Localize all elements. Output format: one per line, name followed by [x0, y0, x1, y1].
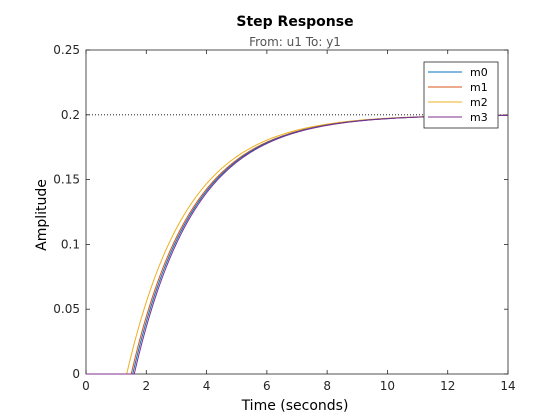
chart-title: Step Response — [236, 14, 353, 30]
y-tick-label: 0.2 — [61, 108, 80, 122]
y-tick-label: 0.15 — [53, 173, 80, 187]
y-tick-label: 0.25 — [53, 43, 80, 57]
legend-label-m1: m1 — [470, 81, 488, 94]
x-tick-label: 6 — [263, 379, 271, 393]
y-tick-label: 0.1 — [61, 237, 80, 251]
y-tick-label: 0 — [72, 367, 80, 381]
x-tick-label: 8 — [323, 379, 331, 393]
x-tick-label: 4 — [203, 379, 211, 393]
x-tick-label: 14 — [500, 379, 515, 393]
x-axis-label: Time (seconds) — [241, 398, 349, 414]
x-tick-label: 0 — [82, 379, 90, 393]
y-axis-label: Amplitude — [34, 179, 50, 251]
chart-subtitle: From: u1 To: y1 — [249, 35, 341, 49]
x-tick-label: 2 — [142, 379, 150, 393]
legend-label-m0: m0 — [470, 66, 488, 79]
legend: m0 m1 m2 m3 — [423, 61, 499, 129]
legend-label-m3: m3 — [470, 111, 488, 124]
y-tick-label: 0.05 — [53, 302, 80, 316]
legend-label-m2: m2 — [470, 96, 488, 109]
x-tick-label: 10 — [380, 379, 395, 393]
x-tick-label: 12 — [440, 379, 455, 393]
